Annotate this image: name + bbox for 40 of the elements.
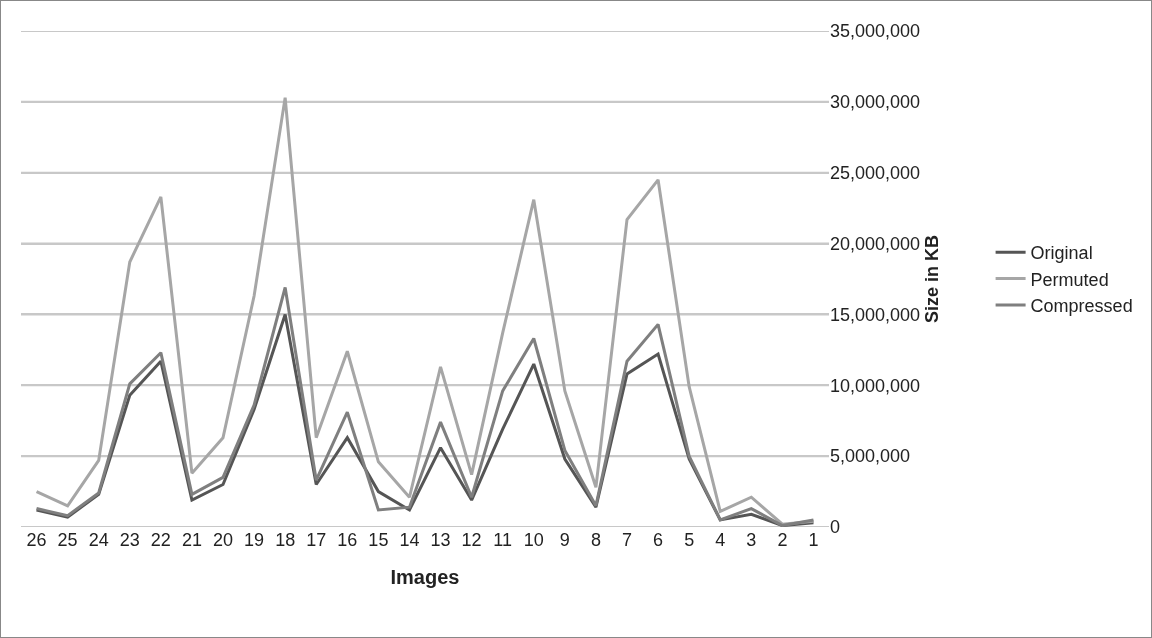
legend-label: Permuted: [1030, 269, 1109, 290]
y-tick-label: 10,000,000: [830, 375, 921, 396]
x-tick-label: 14: [399, 530, 420, 550]
legend-label: Compressed: [1030, 296, 1133, 317]
x-tick-label: 4: [715, 530, 726, 550]
x-tick-label: 2: [777, 530, 788, 550]
y-tick-label: 5,000,000: [830, 446, 911, 467]
x-tick-label: 24: [88, 530, 109, 550]
x-tick-label: 20: [212, 530, 234, 550]
x-tick-label: 18: [275, 530, 296, 550]
y-tick-label: 35,000,000: [830, 21, 921, 42]
x-tick-label: 16: [337, 530, 358, 550]
y-tick-label: 30,000,000: [830, 92, 921, 113]
line-series: [35, 96, 815, 526]
x-tick-label: 5: [684, 530, 695, 550]
x-tick-label: 15: [368, 530, 389, 550]
x-tick-label: 11: [493, 530, 513, 550]
y-tick-label: 15,000,000: [830, 304, 921, 325]
x-tick-label: 1: [808, 530, 819, 550]
x-tick-label: 25: [57, 530, 78, 550]
x-tick-label: 23: [119, 530, 140, 550]
x-tick-label: 9: [559, 530, 570, 550]
x-tick-label: 12: [461, 530, 482, 550]
x-tick-label: 26: [26, 530, 47, 550]
y-tick-label: 20,000,000: [830, 233, 921, 254]
y-tick-label: 25,000,000: [830, 163, 921, 184]
x-tick-label: 8: [590, 530, 601, 550]
x-tick-label: 3: [746, 530, 757, 550]
x-tick-label: 17: [306, 530, 327, 550]
x-tick-label: 10: [523, 530, 544, 550]
legend-label: Original: [1030, 243, 1093, 264]
y-axis-title: Size in KB: [922, 234, 943, 324]
y-tick-label: 0: [830, 517, 841, 538]
x-tick-label: 13: [430, 530, 451, 550]
x-tick-label: 21: [181, 530, 202, 550]
x-axis-title: Images: [390, 565, 460, 588]
x-tick-label: 7: [621, 530, 633, 550]
x-tick-label: 22: [150, 530, 171, 550]
x-tick-label: 19: [244, 530, 265, 550]
x-tick-label: 6: [653, 530, 664, 550]
